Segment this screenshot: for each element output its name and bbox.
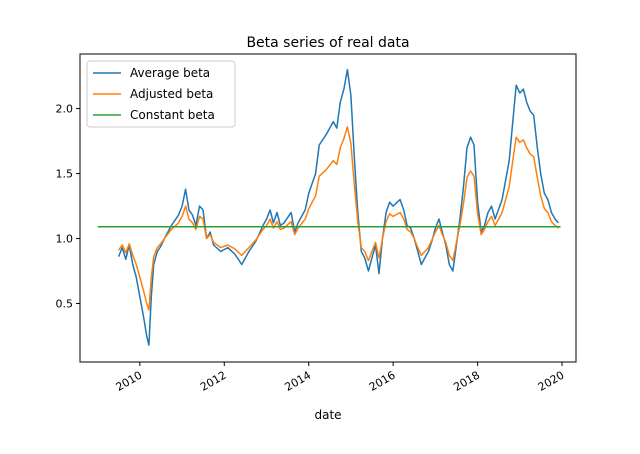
x-tick-label: 2020: [536, 369, 567, 394]
series-line-average-beta: [117, 68, 559, 346]
legend-label-constant-beta: Constant beta: [130, 108, 215, 122]
series-line-adjusted-beta: [117, 126, 559, 311]
legend-frame: [86, 60, 236, 128]
y-tick-label: 2.0: [56, 103, 74, 116]
x-tick-label: 2012: [198, 369, 229, 394]
series-layer: [97, 68, 561, 346]
x-axis: 2010 2012 2014 2016 2018 2020: [114, 362, 567, 394]
x-tick-label: 2014: [283, 369, 314, 394]
chart-title: Beta series of real data: [246, 35, 409, 51]
y-axis: 0.5 1.0 1.5 2.0: [56, 103, 80, 311]
x-tick-label: 2016: [367, 369, 398, 394]
x-tick-label: 2018: [451, 369, 482, 394]
legend: Average beta Adjusted beta Constant beta: [86, 60, 236, 128]
x-axis-label: date: [314, 408, 341, 422]
legend-label-average-beta: Average beta: [130, 66, 210, 80]
x-tick-label: 2010: [114, 369, 145, 394]
legend-label-adjusted-beta: Adjusted beta: [130, 87, 213, 101]
y-tick-label: 1.5: [56, 168, 74, 181]
y-tick-label: 1.0: [56, 233, 74, 246]
plot-frame: [79, 53, 577, 363]
y-tick-label: 0.5: [56, 298, 74, 311]
